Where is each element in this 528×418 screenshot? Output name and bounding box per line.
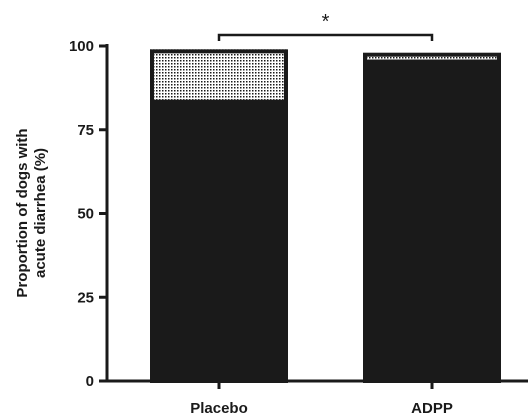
bar-placebo-segment-2: [150, 49, 288, 100]
x-labels-group: Placebo ADPP: [190, 381, 453, 417]
y-tick-label: 50: [77, 206, 94, 223]
y-tick-label: 100: [69, 38, 94, 55]
bar-adpp-segment-1: [363, 59, 501, 382]
y-axis-title-line-2: acute diarrhea (%): [32, 148, 49, 278]
y-axis-title-line-1: Proportion of dogs with: [14, 128, 31, 297]
y-tick-label: 75: [77, 122, 94, 139]
bars-group: [150, 49, 501, 383]
y-ticks-group: 0 25 50 75 100: [69, 38, 107, 390]
y-axis-title: Proportion of dogs with acute diarrhea (…: [14, 128, 49, 297]
y-tick-label: 0: [86, 373, 94, 390]
significance-star: *: [322, 11, 330, 33]
x-category-label: Placebo: [190, 400, 248, 417]
y-tick-label: 25: [77, 289, 94, 306]
bar-placebo-segment-1: [150, 99, 288, 381]
significance-bracket: *: [217, 11, 434, 41]
x-category-label: ADPP: [411, 400, 453, 417]
significance-bracket-line: [217, 33, 434, 41]
